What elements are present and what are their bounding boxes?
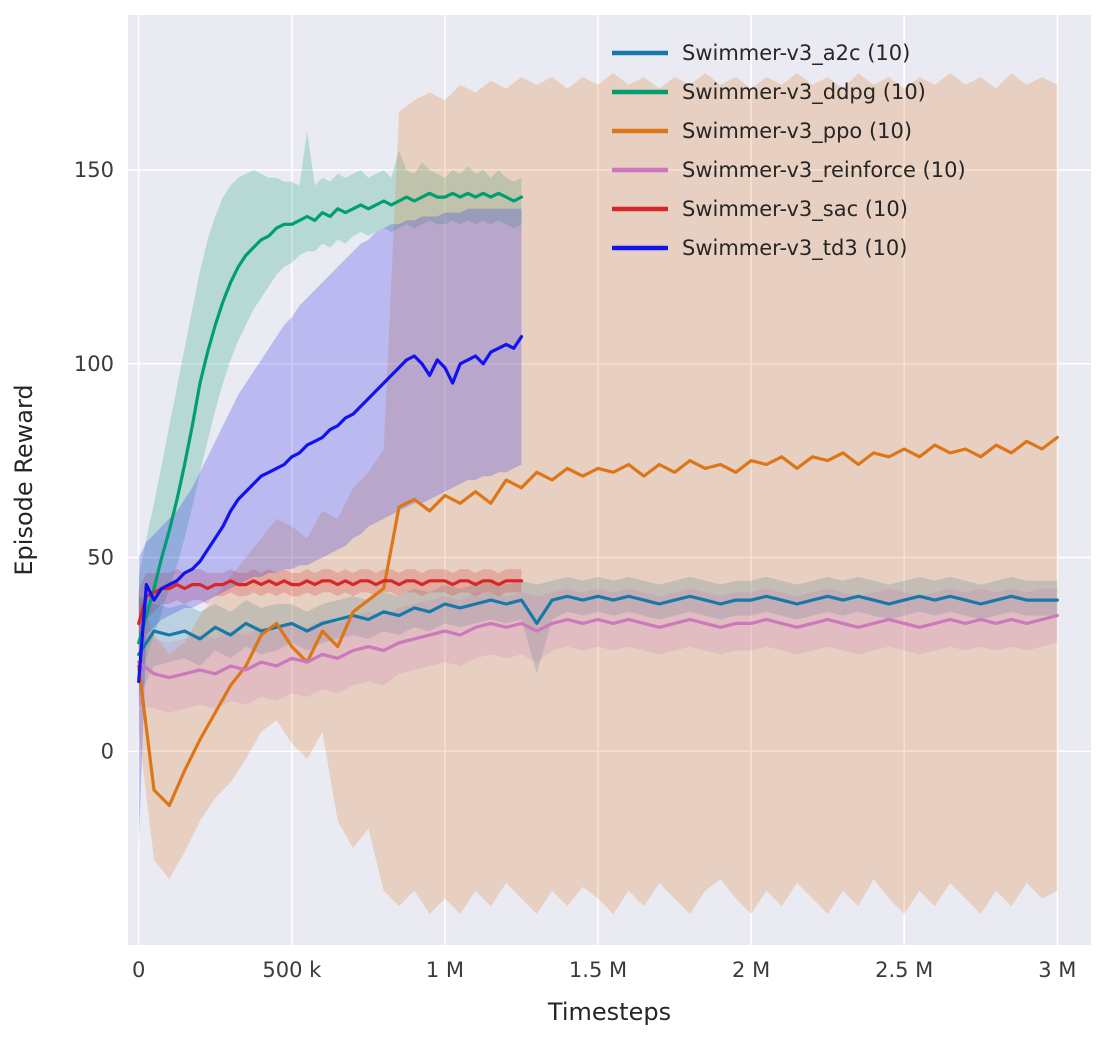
y-tick-label: 50: [87, 546, 114, 570]
series-line-Swimmer-v3_a2c (10): [137, 594, 1059, 656]
x-tick-label: 1.5 M: [569, 958, 627, 982]
x-tick-label: 1 M: [426, 958, 464, 982]
legend-entry-label: Swimmer-v3_reinforce (10): [682, 158, 966, 183]
series-line-Swimmer-v3_td3 (10): [137, 335, 524, 684]
y-tick-label: 100: [74, 352, 114, 376]
legend-entry-label: Swimmer-v3_a2c (10): [682, 41, 910, 66]
x-axis-label: Timesteps: [547, 998, 671, 1026]
x-tick-label: 3 M: [1038, 958, 1076, 982]
x-tick-label: 2.5 M: [875, 958, 933, 982]
x-tick-label: 0: [132, 958, 145, 982]
y-axis-label: Episode Reward: [10, 384, 38, 575]
legend-entry-label: Swimmer-v3_ddpg (10): [682, 80, 926, 105]
series-band-Swimmer-v3_ppo (10): [138, 73, 1058, 915]
y-tick-label: 150: [74, 158, 114, 182]
legend-entry-label: Swimmer-v3_sac (10): [682, 197, 908, 222]
y-tick-label: 0: [101, 739, 114, 763]
series-line-Swimmer-v3_ppo (10): [137, 435, 1059, 808]
legend: Swimmer-v3_a2c (10) Swimmer-v3_ddpg (10) S…: [612, 41, 966, 261]
series-band-Swimmer-v3_ddpg (10): [138, 131, 522, 682]
legend-entry-label: Swimmer-v3_ppo (10): [682, 119, 912, 144]
x-tick-label: 2 M: [732, 958, 770, 982]
series-line-Swimmer-v3_ddpg (10): [137, 191, 524, 645]
series-line-Swimmer-v3_sac (10): [137, 579, 524, 625]
series-band-Swimmer-v3_sac (10): [138, 569, 522, 659]
series-line-Swimmer-v3_reinforce (10): [137, 614, 1059, 680]
legend-entry-label: Swimmer-v3_td3 (10): [682, 236, 907, 261]
series-band-Swimmer-v3_a2c (10): [138, 576, 1058, 697]
x-tick-label: 500 k: [262, 958, 322, 982]
